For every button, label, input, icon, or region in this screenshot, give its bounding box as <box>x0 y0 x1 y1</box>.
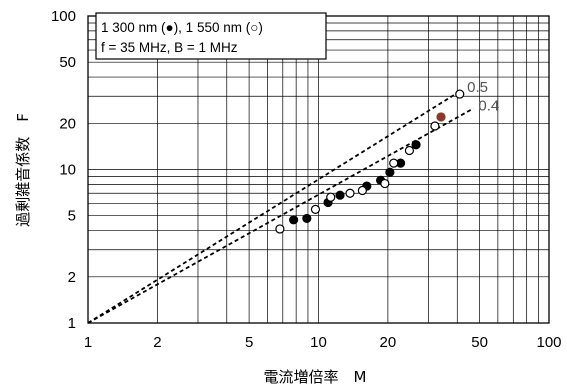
point-1300nm <box>411 140 421 150</box>
point-1300nm <box>302 213 312 224</box>
x-tick-label: 50 <box>471 334 488 351</box>
grid <box>88 16 549 323</box>
reference-line-label: 0.4 <box>478 97 499 114</box>
legend-line-2: f = 35 MHz, B = 1 MHz <box>101 40 238 55</box>
point-1300nm <box>335 190 345 200</box>
point-1550nm <box>389 158 399 168</box>
y-tick-labels: 1 2 5 10 20 50 100 <box>51 8 76 332</box>
y-tick-label: 20 <box>59 115 76 132</box>
point-1550nm <box>430 121 440 131</box>
legend-box <box>95 12 327 60</box>
reference-line <box>87 107 474 324</box>
x-tick-labels: 1 2 5 10 20 50 100 <box>84 334 562 351</box>
x-tick-label: 20 <box>380 334 397 351</box>
point-1550nm <box>357 185 367 196</box>
data-points <box>275 89 465 234</box>
legend-line-1: 1 300 nm (●), 1 550 nm (○) <box>101 20 263 35</box>
y-tick-label: 50 <box>59 54 76 71</box>
x-tick-label: 2 <box>153 334 161 351</box>
y-axis-title: 過剰雑音係数 F <box>14 113 32 227</box>
point-1300nm <box>436 112 446 122</box>
x-tick-label: 100 <box>536 334 561 351</box>
reference-lines: 0.50.4 <box>87 79 499 324</box>
x-axis-title: 電流増倍率 M <box>264 368 367 386</box>
x-tick-label: 10 <box>310 334 327 351</box>
x-tick-label: 5 <box>245 334 253 351</box>
legend: 1 300 nm (●), 1 550 nm (○) f = 35 MHz, B… <box>95 12 327 60</box>
reference-line <box>87 89 463 324</box>
point-1550nm <box>404 145 415 156</box>
y-tick-label: 10 <box>59 162 76 179</box>
y-tick-label: 2 <box>68 269 76 286</box>
point-1550nm <box>455 89 465 99</box>
x-tick-label: 1 <box>84 334 92 351</box>
y-tick-label: 100 <box>51 8 76 25</box>
y-tick-label: 5 <box>68 208 76 225</box>
point-1550nm <box>326 192 336 202</box>
point-1300nm <box>385 167 395 177</box>
point-1300nm <box>289 215 299 225</box>
point-1550nm <box>275 224 285 234</box>
reference-line-label: 0.5 <box>467 79 488 96</box>
point-1550nm <box>345 188 355 198</box>
point-1550nm <box>310 204 321 214</box>
y-tick-label: 1 <box>68 315 76 332</box>
point-1550nm <box>380 178 390 189</box>
